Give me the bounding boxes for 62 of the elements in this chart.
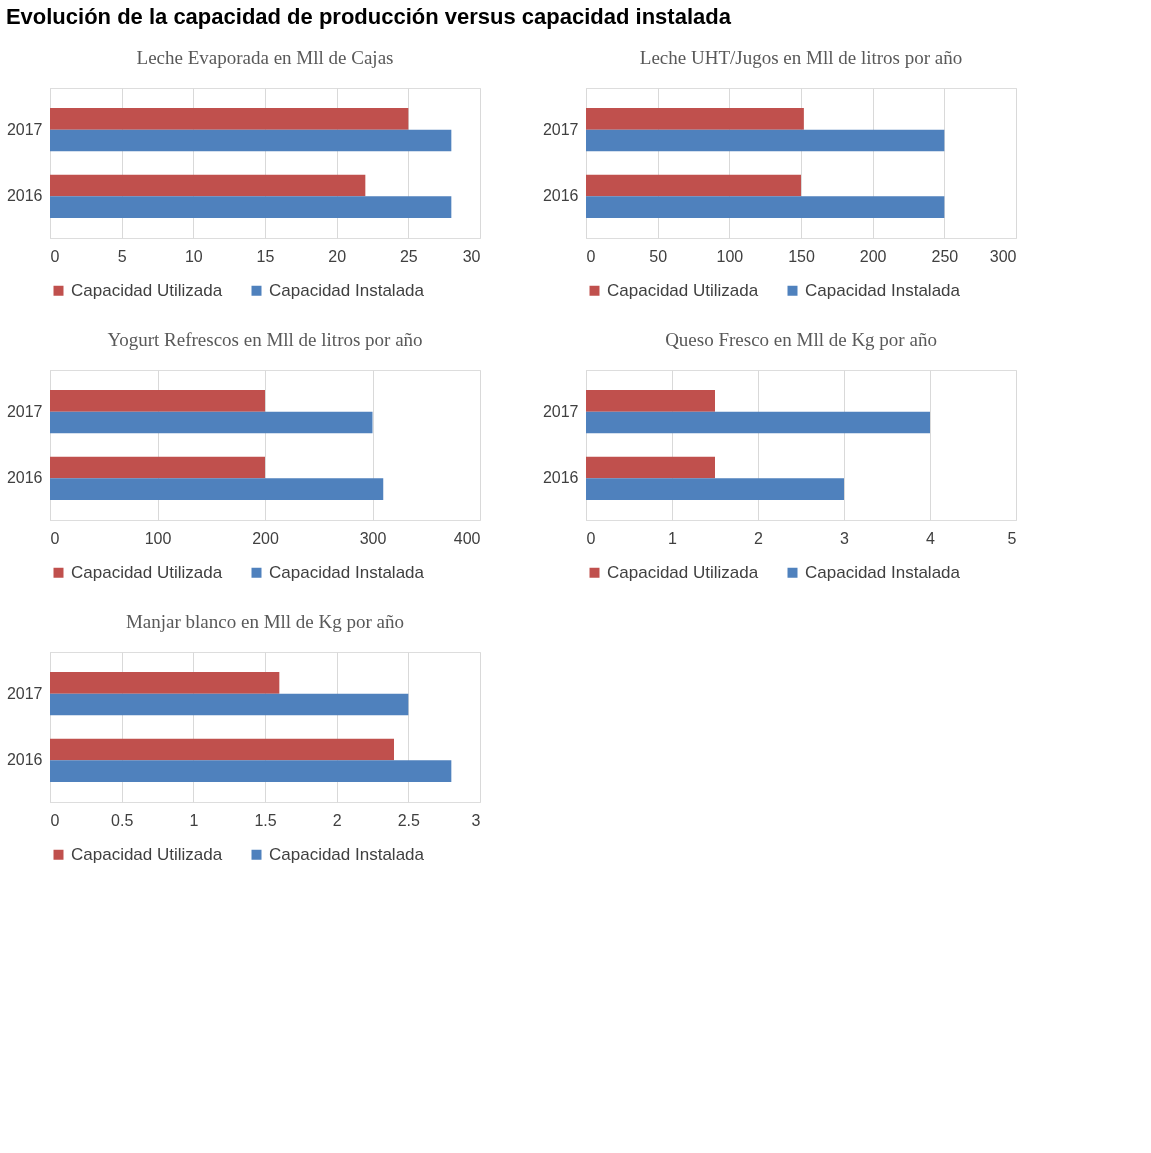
legend-label: Capacidad Instalada (805, 280, 961, 300)
x-tick-label: 200 (252, 529, 279, 547)
y-tick-label: 2016 (6, 187, 43, 205)
bar (586, 478, 844, 500)
x-tick-label: 0.5 (111, 811, 134, 829)
bar (586, 411, 930, 434)
y-tick-label: 2017 (6, 120, 43, 138)
x-tick-label: 50 (649, 247, 668, 265)
y-tick-label: 2017 (6, 402, 43, 420)
x-tick-label: 0 (50, 529, 60, 547)
x-tick-label: 2.5 (397, 811, 421, 829)
x-tick-label: 1.5 (254, 811, 277, 829)
x-tick-label: 20 (328, 247, 347, 265)
x-tick-label: 0 (586, 529, 596, 547)
x-tick-label: 0 (50, 247, 60, 265)
x-tick-label: 2 (332, 811, 342, 829)
legend-label: Capacidad Utilizada (71, 280, 223, 300)
y-tick-label: 2016 (542, 187, 579, 205)
chart-title: Queso Fresco en Mll de Kg por año (665, 329, 937, 350)
x-tick-label: 15 (256, 247, 275, 265)
x-tick-label: 100 (144, 529, 172, 547)
legend-label: Capacidad Utilizada (71, 562, 223, 582)
chart-title: Yogurt Refrescos en Mll de litros por año (107, 329, 423, 350)
x-tick-label: 5 (1007, 529, 1017, 547)
y-tick-label: 2017 (542, 402, 579, 420)
x-tick-label: 300 (359, 529, 387, 547)
legend-label: Capacidad Utilizada (607, 280, 759, 300)
y-tick-label: 2016 (6, 469, 43, 487)
legend-label: Capacidad Instalada (269, 562, 425, 582)
bar (586, 390, 715, 412)
chart-title: Leche Evaporada en Mll de Cajas (136, 47, 394, 68)
bar (586, 456, 715, 479)
x-tick-label: 3 (471, 811, 481, 829)
legend-label: Capacidad Utilizada (71, 844, 223, 864)
x-tick-label: 1 (189, 811, 199, 829)
x-tick-label: 25 (399, 247, 418, 265)
x-tick-label: 2 (754, 529, 764, 547)
chart-title: Leche UHT/Jugos en Mll de litros por año (639, 47, 963, 68)
x-tick-label: 400 (453, 529, 481, 547)
legend-label: Capacidad Instalada (269, 280, 425, 300)
x-tick-label: 100 (716, 247, 744, 265)
x-tick-label: 10 (184, 247, 203, 265)
y-tick-label: 2017 (6, 684, 43, 702)
y-tick-label: 2016 (542, 469, 579, 487)
text: Evolución de la capacidad de producción versus capacidad instalada (5, 3, 732, 29)
x-tick-label: 30 (462, 247, 481, 265)
x-tick-label: 0 (50, 811, 60, 829)
y-tick-label: 2016 (6, 751, 43, 769)
x-tick-label: 5 (117, 247, 127, 265)
x-tick-label: 250 (931, 247, 959, 265)
y-tick-label: 2017 (542, 120, 579, 138)
x-tick-label: 1 (668, 529, 678, 547)
x-tick-label: 4 (926, 529, 936, 547)
x-tick-label: 200 (859, 247, 887, 265)
legend-label: Capacidad Utilizada (607, 562, 759, 582)
legend-label: Capacidad Instalada (805, 562, 961, 582)
x-tick-label: 0 (586, 247, 596, 265)
x-tick-label: 3 (840, 529, 850, 547)
x-tick-label: 150 (788, 247, 815, 265)
legend-label: Capacidad Instalada (269, 844, 425, 864)
chart-title: Manjar blanco en Mll de Kg por año (125, 611, 405, 632)
x-tick-label: 300 (989, 247, 1017, 265)
